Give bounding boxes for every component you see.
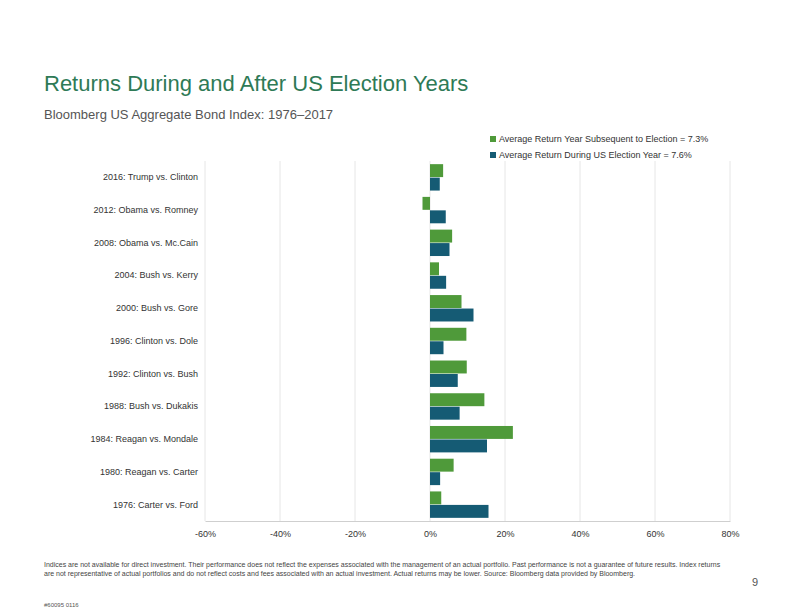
x-tick-label: 40%: [571, 529, 589, 539]
grid: [205, 161, 730, 521]
y-tick: 2016: Trump vs. Clinton: [103, 172, 205, 182]
axis-line: [206, 521, 731, 522]
y-tick: 1980: Reagan vs. Carter: [100, 467, 205, 477]
legend-swatch: [490, 152, 496, 158]
bar: [430, 439, 487, 452]
x-tick-label: 60%: [646, 529, 664, 539]
y-tick: 1988: Bush vs. Dukakis: [104, 401, 205, 411]
x-tick: 20%: [496, 521, 514, 539]
x-tick: -60%: [195, 521, 216, 539]
bar: [430, 393, 484, 406]
bar: [430, 459, 454, 472]
y-tick: 2004: Bush vs. Kerry: [114, 270, 205, 280]
y-tick: 1984: Reagan vs. Mondale: [90, 434, 205, 444]
bar: [430, 309, 474, 322]
bar: [430, 426, 513, 439]
y-tick: 1976: Carter vs. Ford: [113, 500, 205, 510]
x-tick-label: -40%: [270, 529, 291, 539]
x-tick-label: -20%: [345, 529, 366, 539]
x-tick: -40%: [270, 521, 291, 539]
grid-line: [505, 161, 506, 521]
bar: [430, 243, 450, 256]
bar: [430, 472, 440, 485]
grid-line: [730, 161, 731, 521]
y-axis: 2016: Trump vs. Clinton 2012: Obama vs. R…: [90, 172, 205, 509]
y-tick-label: 1996: Clinton vs. Dole: [110, 336, 198, 346]
footnote: Indices are not available for direct inv…: [44, 560, 724, 578]
y-tick: 1992: Clinton vs. Bush: [108, 369, 205, 379]
y-tick-label: 2000: Bush vs. Gore: [116, 303, 198, 313]
x-tick-label: -60%: [195, 529, 216, 539]
chart: Returns During and After US Election Yea…: [0, 0, 792, 612]
y-tick-label: 1992: Clinton vs. Bush: [108, 369, 198, 379]
grid-line: [580, 161, 581, 521]
y-tick: 1996: Clinton vs. Dole: [110, 336, 205, 346]
bar: [430, 230, 452, 243]
bar: [430, 341, 444, 354]
bar: [430, 262, 439, 275]
x-tick: 80%: [721, 521, 739, 539]
bar: [430, 328, 466, 341]
y-tick: 2000: Bush vs. Gore: [116, 303, 205, 313]
y-tick-label: 1988: Bush vs. Dukakis: [104, 401, 199, 411]
page-number: 9: [752, 576, 758, 588]
x-tick-label: 0%: [424, 529, 437, 539]
x-tick: 40%: [571, 521, 589, 539]
x-tick: -20%: [345, 521, 366, 539]
bar: [430, 164, 443, 177]
y-tick-label: 1980: Reagan vs. Carter: [100, 467, 198, 477]
legend-label: Average Return Year Subsequent to Electi…: [499, 134, 708, 144]
bar: [430, 178, 440, 191]
x-tick: 0%: [424, 521, 437, 539]
y-tick-label: 2016: Trump vs. Clinton: [103, 172, 198, 182]
y-tick: 2012: Obama vs. Romney: [93, 205, 205, 215]
grid-line: [355, 161, 356, 521]
y-tick-label: 2008: Obama vs. Mc.Cain: [94, 238, 198, 248]
grid-line: [280, 161, 281, 521]
y-tick-label: 2004: Bush vs. Kerry: [114, 270, 198, 280]
y-tick-label: 1984: Reagan vs. Mondale: [90, 434, 198, 444]
title: Returns During and After US Election Yea…: [44, 71, 468, 96]
grid-line: [655, 161, 656, 521]
legend: Average Return Year Subsequent to Electi…: [490, 134, 708, 160]
bar: [423, 197, 431, 210]
grid-line: [205, 161, 206, 521]
legend-swatch: [490, 136, 496, 142]
y-tick: 2008: Obama vs. Mc.Cain: [94, 238, 205, 248]
bar: [430, 407, 460, 420]
bar: [430, 505, 489, 518]
bar: [430, 361, 467, 374]
bars: [423, 164, 513, 518]
x-tick: 60%: [646, 521, 664, 539]
y-tick-label: 1976: Carter vs. Ford: [113, 500, 198, 510]
legend-label: Average Return During US Election Year =…: [499, 150, 692, 160]
bar: [430, 295, 462, 308]
x-tick-label: 80%: [721, 529, 739, 539]
bar: [430, 276, 446, 289]
x-axis: -60% -40% -20% 0% 20% 40% 60% 80%: [195, 521, 740, 539]
bar: [430, 210, 446, 223]
bar: [430, 491, 441, 504]
subtitle: Bloomberg US Aggregate Bond Index: 1976–…: [44, 107, 333, 122]
x-tick-label: 20%: [496, 529, 514, 539]
document-code: #60095 0116: [44, 602, 79, 608]
y-tick-label: 2012: Obama vs. Romney: [93, 205, 198, 215]
bar: [430, 374, 458, 387]
